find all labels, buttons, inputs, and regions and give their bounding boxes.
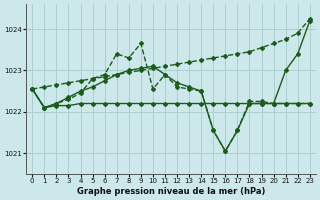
- X-axis label: Graphe pression niveau de la mer (hPa): Graphe pression niveau de la mer (hPa): [77, 187, 265, 196]
